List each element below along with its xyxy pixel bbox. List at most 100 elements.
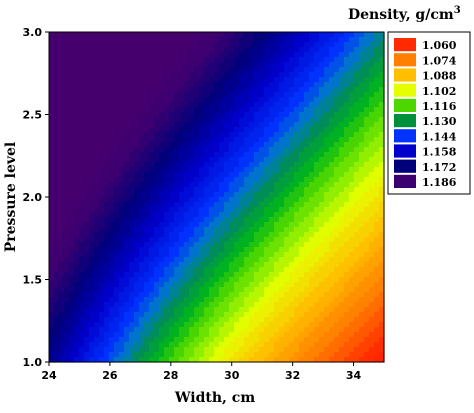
contour-cell	[99, 157, 105, 163]
contour-cell	[184, 187, 190, 193]
contour-cell	[349, 87, 355, 93]
contour-cell	[339, 287, 345, 293]
contour-cell	[164, 307, 170, 313]
contour-cell	[84, 222, 90, 228]
contour-cell	[264, 287, 270, 293]
contour-cell	[64, 347, 70, 353]
contour-cell	[199, 92, 205, 98]
contour-cell	[349, 217, 355, 223]
contour-cell	[89, 122, 95, 128]
contour-cell	[199, 162, 205, 168]
contour-cell	[249, 232, 255, 238]
contour-cell	[344, 192, 350, 198]
contour-cell	[104, 347, 110, 353]
contour-cell	[204, 127, 210, 133]
contour-cell	[274, 77, 280, 83]
contour-cell	[54, 237, 60, 243]
contour-cell	[269, 317, 275, 323]
contour-cell	[299, 272, 305, 278]
contour-cell	[84, 132, 90, 138]
contour-cell	[124, 87, 130, 93]
contour-cell	[189, 207, 195, 213]
contour-cell	[344, 72, 350, 78]
contour-cell	[184, 162, 190, 168]
contour-cell	[319, 207, 325, 213]
contour-cell	[334, 187, 340, 193]
contour-cell	[319, 347, 325, 353]
contour-cell	[94, 137, 100, 143]
contour-cell	[209, 277, 215, 283]
contour-cell	[169, 212, 175, 218]
contour-cell	[124, 257, 130, 263]
contour-cell	[124, 327, 130, 333]
contour-cell	[99, 292, 105, 298]
contour-cell	[94, 157, 100, 163]
contour-cell	[209, 177, 215, 183]
contour-cell	[84, 142, 90, 148]
contour-cell	[184, 322, 190, 328]
contour-cell	[119, 157, 125, 163]
contour-cell	[314, 217, 320, 223]
contour-cell	[334, 167, 340, 173]
contour-cell	[279, 52, 285, 58]
contour-cell	[339, 272, 345, 278]
contour-cell	[179, 227, 185, 233]
contour-cell	[284, 302, 290, 308]
contour-cell	[149, 217, 155, 223]
contour-cell	[149, 47, 155, 53]
contour-cell	[264, 277, 270, 283]
contour-cell	[104, 157, 110, 163]
contour-cell	[239, 62, 245, 68]
contour-cell	[369, 322, 375, 328]
contour-cell	[199, 42, 205, 48]
contour-cell	[329, 322, 335, 328]
contour-cell	[124, 172, 130, 178]
contour-cell	[194, 42, 200, 48]
contour-cell	[154, 197, 160, 203]
contour-cell	[119, 267, 125, 273]
contour-cell	[214, 337, 220, 343]
contour-cell	[229, 162, 235, 168]
contour-cell	[229, 252, 235, 258]
x-tick-label: 28	[163, 369, 178, 382]
contour-cell	[144, 287, 150, 293]
contour-cell	[324, 297, 330, 303]
contour-cell	[139, 122, 145, 128]
contour-cell	[239, 342, 245, 348]
contour-cell	[379, 217, 385, 223]
contour-cell	[219, 32, 225, 38]
contour-cell	[329, 237, 335, 243]
contour-cell	[264, 297, 270, 303]
contour-cell	[189, 192, 195, 198]
contour-cell	[219, 47, 225, 53]
contour-cell	[194, 57, 200, 63]
contour-cell	[344, 87, 350, 93]
contour-cell	[259, 342, 265, 348]
contour-cell	[329, 337, 335, 343]
contour-cell	[279, 102, 285, 108]
contour-cell	[309, 257, 315, 263]
contour-cell	[99, 57, 105, 63]
contour-cell	[374, 347, 380, 353]
contour-cell	[249, 267, 255, 273]
contour-cell	[154, 282, 160, 288]
contour-cell	[379, 202, 385, 208]
contour-cell	[224, 162, 230, 168]
contour-cell	[204, 122, 210, 128]
contour-cell	[129, 152, 135, 158]
contour-cell	[59, 92, 65, 98]
contour-cell	[224, 327, 230, 333]
contour-cell	[339, 342, 345, 348]
contour-cell	[239, 162, 245, 168]
contour-cell	[324, 307, 330, 313]
contour-cell	[189, 202, 195, 208]
contour-cell	[189, 212, 195, 218]
contour-cell	[289, 212, 295, 218]
contour-cell	[299, 172, 305, 178]
contour-cell	[139, 257, 145, 263]
contour-cell	[214, 147, 220, 153]
contour-cell	[334, 107, 340, 113]
contour-cell	[249, 282, 255, 288]
contour-cell	[314, 247, 320, 253]
contour-cell	[194, 107, 200, 113]
